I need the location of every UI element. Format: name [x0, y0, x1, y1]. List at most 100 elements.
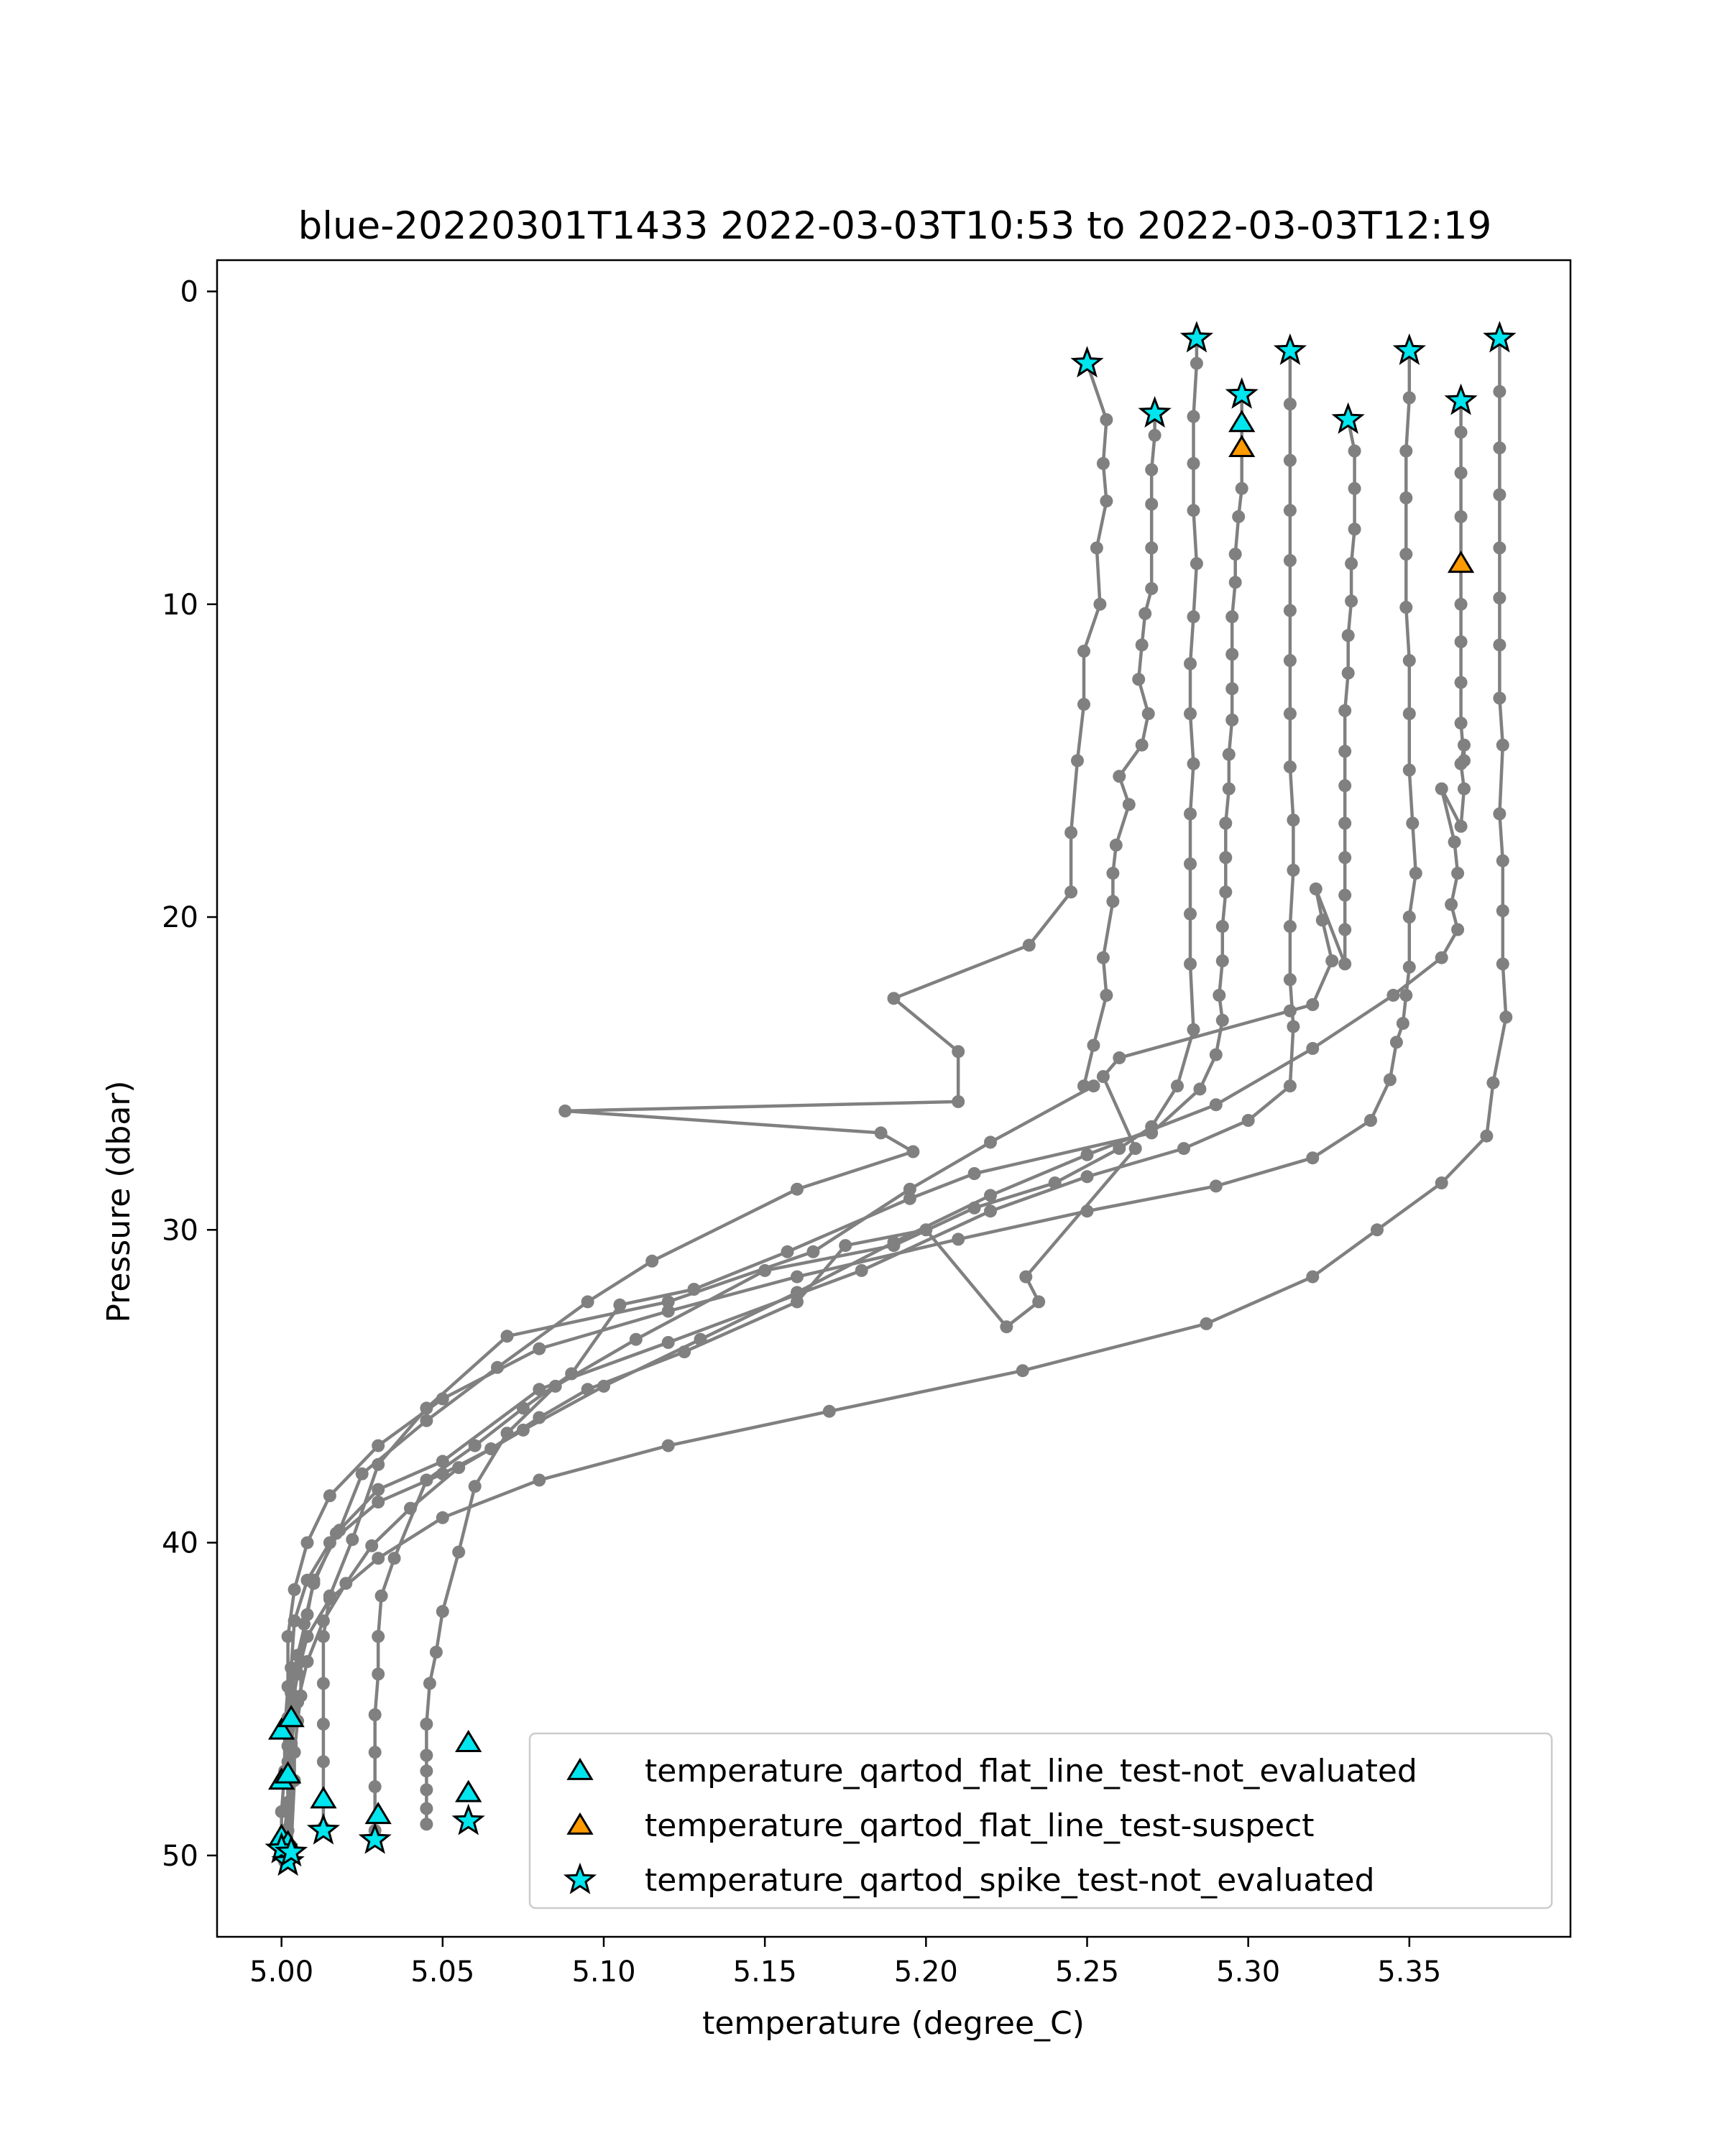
profile-point	[1235, 482, 1248, 495]
profile-point	[1184, 907, 1197, 921]
profile-line	[373, 395, 1243, 1830]
profile-point	[1215, 920, 1229, 934]
profile-point	[1306, 1270, 1320, 1284]
profile-point	[1100, 413, 1113, 426]
profile-point	[420, 1818, 433, 1831]
flag-marker	[1331, 402, 1365, 434]
flag-marker	[455, 1730, 482, 1753]
profile-point	[1338, 957, 1352, 971]
profile-point	[1209, 1048, 1223, 1061]
profile-point	[1184, 707, 1197, 721]
profile-point	[1200, 1317, 1213, 1330]
y-tick-label: 10	[162, 589, 198, 622]
profile-point	[1341, 666, 1355, 680]
profile-point	[1106, 867, 1120, 880]
profile-point	[1128, 1142, 1142, 1156]
profile-point	[516, 1423, 530, 1437]
flag-marker	[1225, 377, 1259, 409]
profile-point	[372, 1667, 385, 1681]
profile-point	[791, 1270, 804, 1284]
profile-point	[984, 1204, 997, 1218]
profile-line	[280, 351, 1418, 1843]
profile-point	[372, 1552, 385, 1565]
profile-point	[1496, 904, 1509, 918]
profile-point	[1096, 951, 1110, 964]
profile-point	[1071, 754, 1084, 768]
profile-point	[1096, 1070, 1110, 1083]
profile-point	[1402, 960, 1416, 974]
plot-area	[264, 321, 1517, 1876]
y-axis: 0 10 20 30 40 50	[162, 276, 217, 1873]
profile-point	[1454, 676, 1468, 689]
profile-point	[1283, 453, 1297, 467]
profile-point	[1341, 629, 1355, 642]
profile-point	[597, 1379, 610, 1393]
profile-point	[1486, 1076, 1500, 1089]
profile-point	[1190, 356, 1203, 370]
profile-point	[1100, 494, 1113, 508]
profile-point	[452, 1545, 466, 1559]
profile-point	[1106, 895, 1120, 908]
profile-point	[436, 1511, 449, 1524]
profile-point	[1019, 1270, 1033, 1284]
profile-point	[1371, 1223, 1384, 1237]
profile-point	[1454, 510, 1468, 523]
profile-point	[1435, 1176, 1448, 1189]
flag-marker	[1228, 435, 1256, 458]
profile-point	[1187, 757, 1200, 770]
profile-point	[1315, 913, 1329, 927]
profile-point	[1338, 888, 1352, 902]
profile-point	[1338, 704, 1352, 717]
legend-item: temperature_qartod_spike_test-not_evalua…	[563, 1862, 1375, 1899]
profile-point	[1064, 885, 1078, 899]
profile-point	[1077, 1079, 1090, 1093]
profile-point	[1283, 553, 1297, 567]
profile-point	[1283, 1004, 1297, 1018]
profile-point	[661, 1439, 675, 1452]
legend-marker	[566, 1757, 594, 1780]
profile-point	[839, 1239, 852, 1253]
profile-point	[1283, 920, 1297, 934]
profile-point	[1219, 816, 1233, 830]
profile-point	[1225, 648, 1239, 661]
x-tick-label: 5.15	[733, 1955, 797, 1989]
profile-point	[420, 1414, 433, 1427]
flag-marker	[455, 1779, 482, 1802]
profile-point	[887, 992, 901, 1005]
profile-point	[281, 1802, 295, 1815]
x-axis-label: temperature (degree_C)	[702, 2005, 1085, 2042]
profile-point	[1399, 988, 1413, 1002]
profile-point	[1283, 397, 1297, 411]
profile-point	[281, 1680, 295, 1693]
profile-point	[822, 1404, 836, 1418]
profile-point	[420, 1718, 433, 1731]
profile-point	[1396, 1017, 1409, 1030]
profile-point	[1184, 807, 1197, 821]
profile-point	[1109, 838, 1123, 852]
profile-point	[1338, 779, 1352, 793]
profile-point	[1077, 645, 1090, 658]
profile-point	[952, 1045, 965, 1059]
profile-point	[661, 1336, 675, 1349]
profile-point	[285, 1739, 298, 1753]
flag-marker	[1444, 383, 1478, 415]
profile-point	[1389, 1036, 1403, 1049]
profile-point	[952, 1095, 965, 1108]
profile-point	[1383, 1073, 1397, 1087]
flag-marker	[310, 1786, 337, 1809]
profile-point	[323, 1489, 336, 1503]
profile-point	[984, 1189, 997, 1202]
profile-point	[1480, 1129, 1494, 1143]
profile-point	[661, 1304, 675, 1318]
profile-point	[300, 1536, 314, 1549]
profile-point	[1022, 939, 1036, 952]
profile-point	[368, 1780, 382, 1794]
profile-point	[1402, 391, 1416, 405]
profile-point	[694, 1332, 707, 1346]
profile-point	[1135, 738, 1149, 752]
profile-point	[316, 1755, 330, 1769]
profile-point	[806, 1245, 820, 1258]
legend-label: temperature_qartod_flat_line_test-not_ev…	[645, 1753, 1417, 1789]
profile-point	[1399, 491, 1413, 505]
